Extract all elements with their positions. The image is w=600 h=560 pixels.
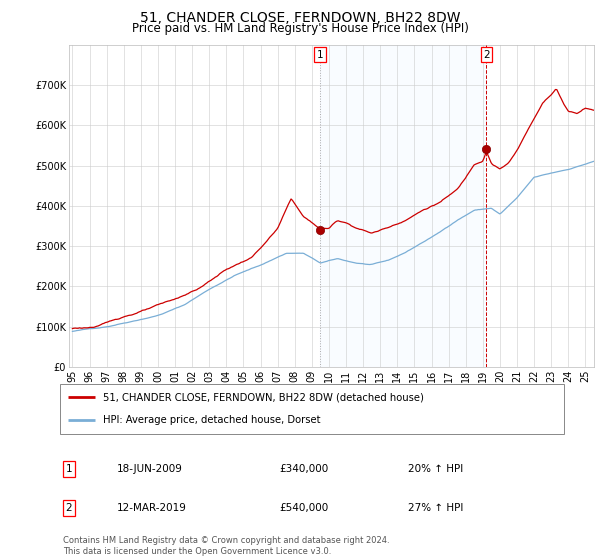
Text: £540,000: £540,000 [279, 503, 328, 513]
Text: 2: 2 [483, 50, 490, 59]
Text: 1: 1 [316, 50, 323, 59]
Text: HPI: Average price, detached house, Dorset: HPI: Average price, detached house, Dors… [103, 416, 320, 426]
Text: 51, CHANDER CLOSE, FERNDOWN, BH22 8DW: 51, CHANDER CLOSE, FERNDOWN, BH22 8DW [140, 11, 460, 25]
FancyBboxPatch shape [60, 384, 564, 434]
Text: 2: 2 [65, 503, 73, 513]
Text: 1: 1 [65, 464, 73, 474]
Text: 12-MAR-2019: 12-MAR-2019 [117, 503, 187, 513]
Text: 18-JUN-2009: 18-JUN-2009 [117, 464, 183, 474]
Text: Contains HM Land Registry data © Crown copyright and database right 2024.
This d: Contains HM Land Registry data © Crown c… [63, 536, 389, 556]
Text: £340,000: £340,000 [279, 464, 328, 474]
Text: 20% ↑ HPI: 20% ↑ HPI [408, 464, 463, 474]
Bar [320, 45, 487, 367]
Text: 27% ↑ HPI: 27% ↑ HPI [408, 503, 463, 513]
Text: 51, CHANDER CLOSE, FERNDOWN, BH22 8DW (detached house): 51, CHANDER CLOSE, FERNDOWN, BH22 8DW (d… [103, 392, 424, 402]
Text: Price paid vs. HM Land Registry's House Price Index (HPI): Price paid vs. HM Land Registry's House … [131, 22, 469, 35]
